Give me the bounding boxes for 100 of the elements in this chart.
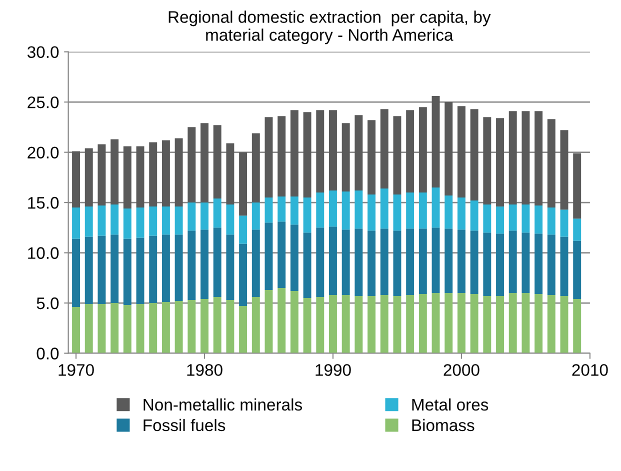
- bar: [547, 119, 556, 208]
- bar: [303, 112, 312, 198]
- y-tick-label: 15.0: [28, 196, 59, 209]
- bar: [560, 296, 568, 354]
- bar: [329, 110, 337, 190]
- bar: [483, 232, 492, 296]
- bar: [226, 300, 234, 354]
- bar: [98, 304, 106, 354]
- x-tick-label: 1980: [187, 364, 222, 376]
- bar: [252, 230, 260, 297]
- bar: [483, 117, 492, 205]
- bar: [149, 303, 158, 354]
- bar: [239, 216, 248, 244]
- x-tick-label: 2000: [444, 364, 480, 376]
- bar: [393, 116, 402, 194]
- bar: [342, 191, 350, 230]
- bar: [98, 236, 106, 304]
- bar: [303, 232, 312, 298]
- bar: [547, 234, 556, 295]
- bar: [534, 111, 543, 206]
- bar: [534, 234, 543, 294]
- bar: [110, 204, 119, 235]
- bar: [342, 230, 350, 295]
- bar: [149, 206, 158, 236]
- bar: [444, 228, 453, 293]
- bar: [368, 194, 376, 231]
- bar: [406, 192, 414, 229]
- bar: [316, 192, 324, 228]
- bar: [380, 188, 388, 229]
- x-tick-label: 1990: [316, 364, 351, 376]
- bar: [303, 198, 312, 233]
- bar: [162, 140, 170, 207]
- bar: [252, 202, 260, 230]
- bar: [406, 110, 414, 192]
- bar: [393, 296, 402, 354]
- bar: [290, 290, 298, 354]
- bar: [290, 224, 298, 291]
- bar: [522, 111, 530, 205]
- bar: [98, 144, 106, 206]
- bar: [264, 198, 273, 223]
- bar: [354, 190, 363, 229]
- bar: [252, 133, 260, 203]
- bar: [252, 296, 260, 354]
- y-tick-label: 30.0: [27, 46, 59, 58]
- bar: [380, 294, 388, 354]
- bar: [136, 238, 144, 304]
- legend-label: Metal ores: [412, 398, 488, 411]
- bar: [278, 196, 286, 222]
- bar: [162, 234, 170, 302]
- y-tick-label: 0.0: [36, 348, 59, 360]
- bar: [560, 210, 568, 237]
- bar: [496, 118, 504, 207]
- bar: [84, 304, 93, 354]
- bar: [354, 296, 363, 354]
- bar: [547, 208, 556, 235]
- bar: [457, 106, 466, 198]
- bar: [303, 298, 312, 354]
- bar: [188, 202, 196, 231]
- bar: [136, 208, 144, 238]
- bar: [534, 206, 543, 234]
- bar: [418, 107, 427, 192]
- y-tick-label: 10.0: [28, 247, 59, 259]
- bar: [316, 110, 324, 192]
- bar: [149, 236, 158, 304]
- bar: [188, 230, 196, 300]
- bar: [316, 296, 324, 354]
- x-tick-label: 1970: [58, 364, 94, 376]
- bar: [264, 117, 273, 198]
- bar: [162, 302, 170, 354]
- bar: [573, 298, 582, 354]
- bar: [508, 111, 517, 205]
- bar: [432, 187, 440, 228]
- bar: [290, 110, 298, 196]
- bar: [457, 292, 466, 354]
- bar: [200, 202, 208, 230]
- bar: [368, 120, 376, 194]
- bar: [444, 195, 453, 229]
- bar: [483, 296, 492, 354]
- bar: [213, 296, 222, 354]
- bar: [496, 234, 504, 296]
- bar: [534, 294, 543, 354]
- bar: [84, 206, 93, 237]
- bar: [136, 304, 144, 354]
- bar: [354, 115, 363, 190]
- bar: [418, 228, 427, 294]
- y-tick-label: 25.0: [28, 96, 59, 108]
- bar: [226, 143, 234, 205]
- bar: [470, 200, 478, 231]
- bar: [316, 228, 324, 297]
- bar: [547, 294, 556, 354]
- legend-label: Fossil fuels: [144, 418, 226, 432]
- bar: [84, 236, 93, 304]
- bar: [239, 152, 248, 216]
- bar: [342, 294, 350, 354]
- bar: [226, 234, 234, 300]
- bar: [174, 234, 183, 301]
- bar: [174, 138, 183, 207]
- chart-title: Regional domestic extraction per capita, by material category - North America: [168, 10, 491, 44]
- bar: [496, 296, 504, 354]
- bar: [368, 296, 376, 354]
